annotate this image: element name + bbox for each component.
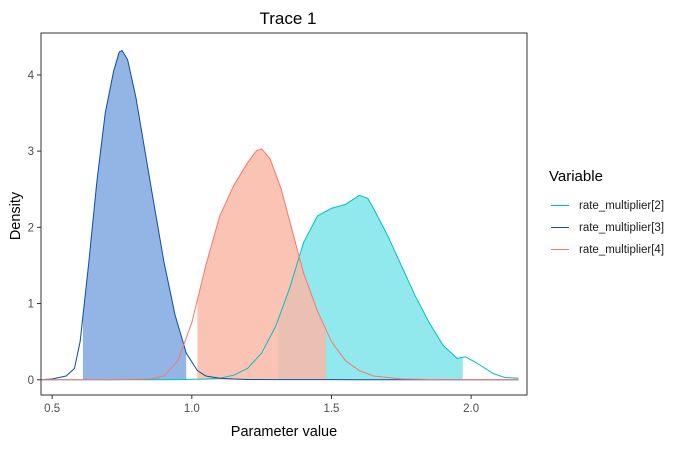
chart-title: Trace 1 bbox=[259, 9, 316, 28]
legend-key-rate-multiplier-4 bbox=[549, 239, 571, 261]
x-axis-label: Parameter value bbox=[231, 424, 337, 440]
x-tick-label: 1.0 bbox=[184, 403, 200, 415]
y-tick-label: 2 bbox=[28, 222, 34, 234]
legend-key-rate-multiplier-2 bbox=[549, 195, 571, 217]
y-axis-label: Density bbox=[8, 191, 24, 240]
density-line-series-3 bbox=[40, 50, 519, 381]
y-tick-label: 3 bbox=[28, 146, 34, 158]
legend-title: Variable bbox=[549, 168, 603, 185]
legend: Variable rate_multiplier[2] rate_multipl… bbox=[549, 168, 684, 261]
y-tick-label: 4 bbox=[28, 70, 35, 82]
legend-key-rate-multiplier-3 bbox=[549, 217, 571, 239]
legend-label-rate-multiplier-4: rate_multiplier[4] bbox=[579, 244, 665, 256]
interval-area-series-4 bbox=[197, 148, 326, 380]
legend-item-rate-multiplier-4: rate_multiplier[4] bbox=[549, 239, 684, 261]
plot-border bbox=[40, 32, 528, 396]
plot-area bbox=[40, 50, 519, 381]
density-line-series-4 bbox=[41, 148, 519, 381]
legend-item-rate-multiplier-2: rate_multiplier[2] bbox=[549, 195, 684, 217]
legend-label-rate-multiplier-2: rate_multiplier[2] bbox=[579, 200, 665, 212]
interval-area-series-3 bbox=[82, 50, 187, 380]
x-tick-label: 2.0 bbox=[463, 403, 479, 415]
legend-label-rate-multiplier-3: rate_multiplier[3] bbox=[579, 222, 665, 234]
x-tick-label: 1.5 bbox=[323, 403, 339, 415]
axes-layer: 0.5 1.0 1.5 2.0 0 1 2 3 4 bbox=[28, 32, 528, 415]
y-tick-label: 1 bbox=[28, 299, 34, 311]
y-tick-label: 0 bbox=[28, 375, 34, 387]
x-tick-label: 0.5 bbox=[44, 403, 60, 415]
legend-item-rate-multiplier-3: rate_multiplier[3] bbox=[549, 217, 684, 239]
density-line-series-2 bbox=[41, 194, 519, 381]
